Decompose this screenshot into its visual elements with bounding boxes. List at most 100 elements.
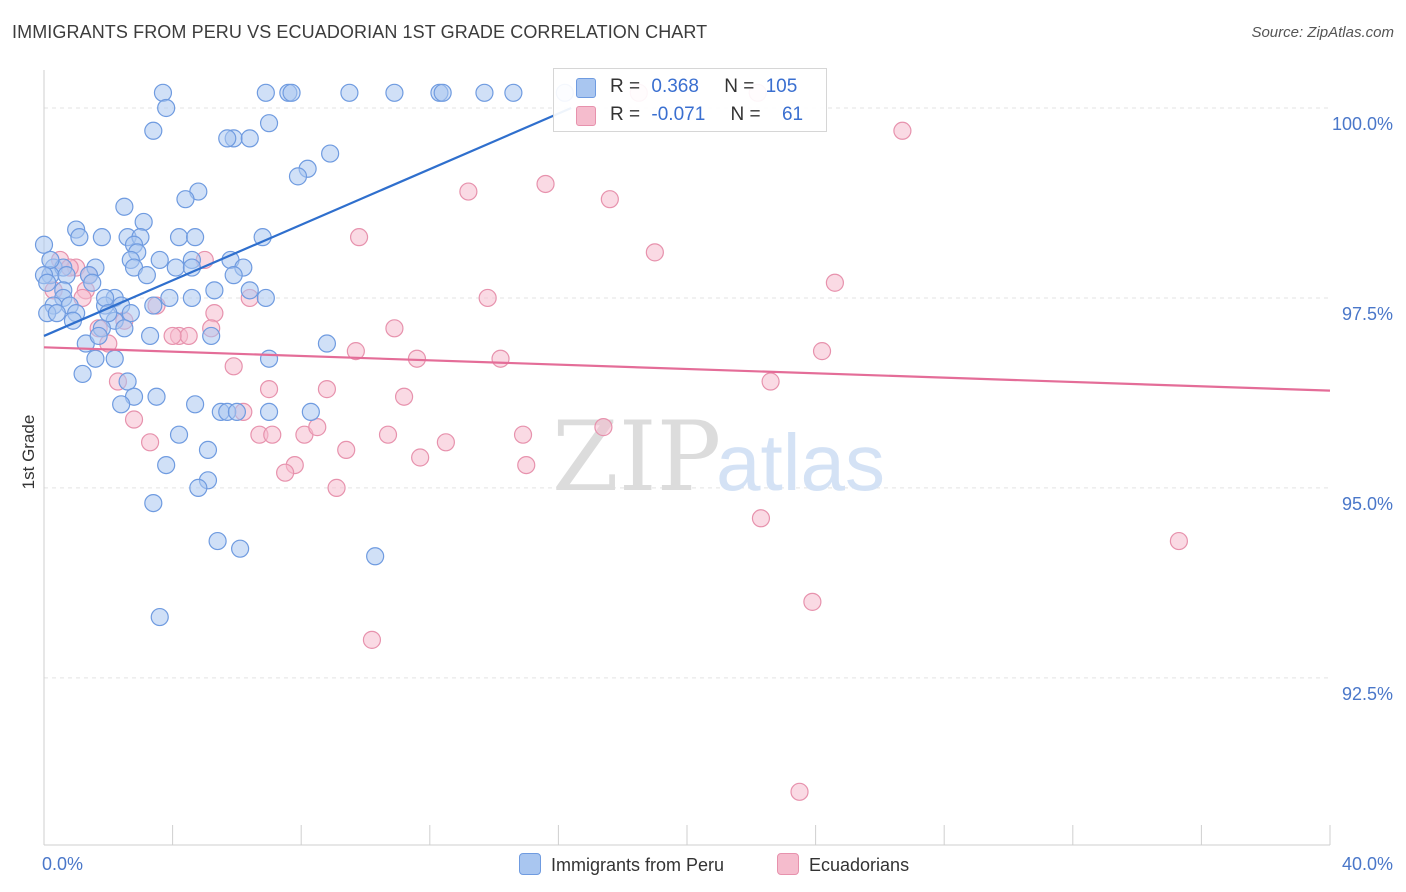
data-point	[112, 395, 131, 414]
data-point	[186, 228, 205, 247]
axes	[43, 70, 1331, 846]
data-point	[385, 83, 404, 102]
data-point	[95, 288, 115, 308]
data-point	[259, 349, 279, 368]
data-point	[227, 402, 246, 422]
y-tick-label: 92.5%	[1342, 684, 1393, 704]
data-point	[144, 296, 163, 315]
data-point	[86, 349, 105, 368]
data-point	[176, 190, 195, 209]
data-point	[411, 448, 430, 467]
data-point	[83, 273, 102, 292]
legend-swatch-ecuadorians	[576, 106, 596, 126]
data-point	[89, 326, 108, 346]
stats-legend: R = 0.368 N = 105 R = -0.071 N = 61	[553, 68, 827, 132]
data-point	[301, 402, 320, 422]
data-point	[115, 319, 134, 338]
trend-line-peru	[43, 106, 572, 337]
data-point	[282, 83, 301, 102]
data-point	[160, 288, 179, 308]
data-point	[259, 380, 279, 399]
data-point	[224, 266, 243, 285]
data-point	[825, 273, 844, 292]
data-point	[812, 342, 832, 361]
x-tick-labels: 0.0% 40.0%	[42, 854, 1393, 874]
data-point	[349, 228, 369, 247]
data-point	[73, 364, 92, 384]
data-point	[224, 357, 243, 376]
data-point	[321, 144, 340, 163]
data-point	[47, 304, 66, 323]
data-point	[259, 402, 279, 422]
data-point	[105, 349, 124, 368]
data-point	[218, 129, 237, 148]
data-point	[144, 121, 163, 140]
chart-title: IMMIGRANTS FROM PERU VS ECUADORIAN 1ST G…	[12, 22, 708, 42]
data-point	[594, 418, 613, 437]
data-point	[140, 433, 160, 452]
data-point	[340, 83, 359, 102]
data-point	[276, 463, 295, 482]
data-point	[513, 425, 533, 444]
legend-item-peru[interactable]: Immigrants from Peru	[519, 853, 724, 876]
data-point	[366, 547, 385, 566]
data-point	[57, 266, 76, 285]
data-point	[118, 372, 137, 391]
data-point	[153, 83, 173, 102]
data-point	[1169, 531, 1188, 551]
legend-label-ecuadorians: Ecuadorians	[809, 855, 910, 875]
data-point	[645, 243, 664, 262]
data-point	[385, 319, 404, 338]
data-point	[394, 387, 414, 406]
data-point	[166, 258, 185, 277]
data-point	[288, 167, 308, 186]
data-point	[169, 228, 189, 247]
data-point	[761, 372, 780, 391]
gridlines	[44, 107, 1330, 679]
y-tick-label: 100.0%	[1332, 114, 1393, 134]
data-point	[240, 281, 259, 300]
data-point	[459, 182, 478, 201]
data-point	[157, 455, 176, 475]
peru-points	[34, 83, 574, 627]
data-point	[150, 607, 169, 627]
data-point	[378, 425, 398, 444]
data-point	[179, 326, 198, 346]
data-point	[478, 288, 497, 308]
data-point	[231, 539, 250, 558]
legend-n-value-peru: 105	[765, 76, 798, 97]
data-point	[124, 410, 144, 429]
x-tick-label: 0.0%	[42, 854, 83, 874]
data-point	[256, 288, 275, 308]
legend-row-peru: R = 0.368 N = 105	[554, 73, 826, 101]
data-point	[202, 326, 221, 346]
legend-r-value-ecuadorians: -0.071	[651, 104, 706, 125]
data-point	[803, 592, 822, 611]
data-point	[189, 478, 208, 497]
data-point	[256, 83, 275, 102]
data-point	[240, 129, 259, 148]
data-point	[198, 440, 218, 460]
data-point	[751, 509, 771, 528]
data-point	[205, 304, 224, 323]
data-point	[182, 288, 201, 308]
data-point	[121, 304, 140, 323]
data-point	[433, 83, 452, 102]
data-point	[600, 190, 619, 209]
data-point	[504, 83, 523, 102]
legend-label-peru: Immigrants from Peru	[551, 855, 725, 875]
data-point	[317, 334, 337, 353]
trend-lines	[43, 106, 1331, 392]
data-point	[259, 114, 279, 133]
series-legend: Immigrants from Peru Ecuadorians	[0, 851, 1406, 879]
legend-r-value-peru: 0.368	[651, 76, 699, 97]
data-point	[893, 121, 912, 140]
legend-item-ecuadorians[interactable]: Ecuadorians	[777, 853, 909, 876]
data-point	[147, 387, 166, 406]
data-point	[150, 250, 169, 270]
data-point	[186, 395, 205, 414]
data-point	[208, 531, 227, 551]
legend-n-label: N =	[724, 76, 755, 97]
legend-n-value-ecuadorians: 61	[781, 104, 804, 125]
